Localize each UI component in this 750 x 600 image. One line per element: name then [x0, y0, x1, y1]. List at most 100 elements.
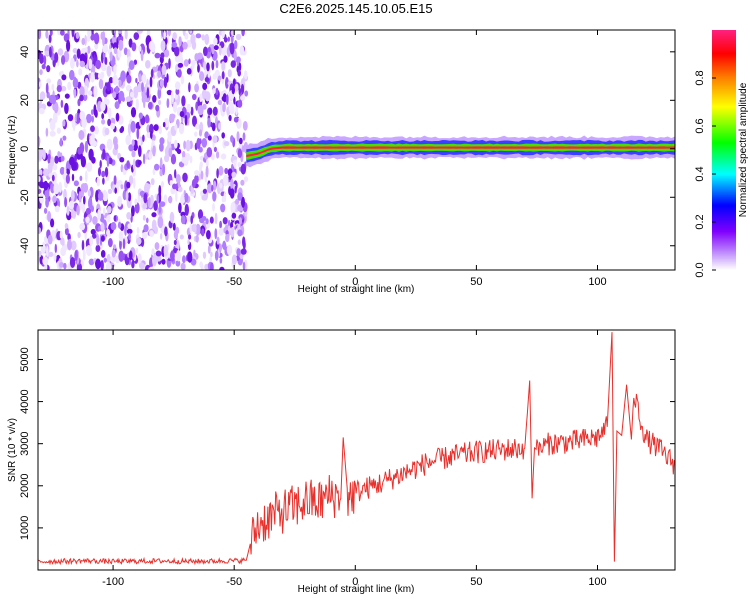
noise-speck: [64, 102, 69, 115]
noise-speck: [228, 173, 233, 181]
noise-speck: [228, 114, 232, 122]
noise-speck: [84, 170, 88, 183]
noise-speck: [190, 106, 194, 116]
noise-speck: [64, 223, 69, 229]
noise-speck: [170, 250, 175, 262]
noise-speck: [235, 105, 239, 115]
noise-speck: [178, 186, 183, 193]
noise-speck: [80, 156, 86, 168]
noise-speck: [169, 211, 175, 223]
noise-speck: [106, 81, 111, 92]
noise-speck: [76, 48, 81, 59]
noise-speck: [133, 59, 138, 65]
noise-speck: [106, 215, 111, 223]
noise-speck: [100, 235, 105, 242]
noise-speck: [240, 83, 245, 95]
noise-speck: [82, 248, 86, 261]
noise-speck: [175, 226, 180, 235]
noise-speck: [66, 39, 71, 52]
noise-speck: [139, 190, 146, 197]
y-tick-label: 5000: [19, 347, 31, 371]
noise-speck: [45, 82, 49, 94]
noise-speck: [118, 79, 122, 88]
noise-speck: [49, 119, 56, 131]
noise-speck: [106, 155, 110, 167]
noise-speck: [128, 38, 133, 48]
noise-speck: [198, 172, 202, 181]
noise-speck: [197, 105, 204, 116]
noise-speck: [104, 127, 110, 136]
noise-speck: [182, 30, 186, 36]
noise-speck: [128, 175, 134, 185]
noise-speck: [118, 231, 124, 242]
noise-speck: [202, 103, 207, 110]
noise-speck: [202, 251, 207, 259]
noise-speck: [112, 74, 118, 86]
noise-speck: [213, 37, 218, 46]
noise-speck: [126, 181, 131, 189]
noise-speck: [219, 182, 223, 189]
noise-speck: [168, 196, 173, 204]
noise-speck: [131, 139, 135, 147]
noise-speck: [38, 188, 42, 194]
spectrogram-frame: [37, 29, 676, 271]
noise-speck: [67, 81, 72, 91]
noise-speck: [63, 166, 67, 177]
noise-speck: [159, 137, 165, 145]
noise-speck: [166, 98, 170, 109]
noise-speck: [185, 139, 191, 152]
noise-speck: [40, 243, 46, 254]
noise-speck: [242, 121, 248, 131]
noise-speck: [63, 33, 70, 42]
noise-speck: [166, 36, 170, 45]
noise-speck: [129, 91, 135, 98]
spectrogram-x-label: Height of straight line (km): [298, 284, 415, 295]
noise-speck: [142, 134, 145, 142]
noise-speck: [211, 184, 214, 192]
colorbar-ticks: 0.0 0.2 0.4 0.6 0.8: [694, 70, 716, 278]
noise-speck: [113, 175, 117, 186]
noise-speck: [231, 254, 237, 266]
noise-speck: [134, 202, 140, 214]
noise-speck: [244, 90, 249, 97]
noise-speck: [111, 249, 116, 258]
noise-speck: [186, 68, 192, 75]
noise-speck: [113, 244, 117, 250]
noise-speck: [155, 250, 162, 257]
noise-speck: [72, 77, 79, 89]
noise-speck: [45, 198, 49, 208]
noise-speck: [206, 147, 213, 158]
noise-speck: [124, 224, 127, 236]
noise-speck: [58, 71, 64, 77]
noise-speck: [81, 116, 87, 129]
noise-speck: [175, 174, 181, 184]
noise-speck: [230, 35, 234, 43]
noise-speck: [240, 163, 246, 175]
noise-speck: [109, 51, 113, 61]
colorbar: 0.0 0.2 0.4 0.6 0.8 Normalized spectral ampl…: [694, 30, 749, 278]
noise-speck: [235, 33, 242, 41]
noise-speck: [169, 180, 173, 186]
noise-speck: [179, 234, 184, 240]
noise-speck: [230, 178, 234, 191]
noise-speck: [60, 30, 65, 36]
noise-speck: [226, 244, 233, 256]
noise-speck: [135, 98, 139, 111]
noise-speck: [187, 251, 193, 263]
noise-speck: [200, 263, 204, 270]
noise-speck: [118, 30, 123, 34]
noise-speck: [50, 218, 55, 228]
noise-speck: [219, 220, 223, 229]
noise-speck: [79, 86, 85, 97]
noise-speck: [156, 194, 160, 205]
noise-speck: [100, 260, 104, 270]
noise-speck: [194, 83, 200, 93]
noise-speck: [123, 47, 128, 56]
noise-speck: [129, 250, 133, 261]
noise-speck: [218, 45, 222, 56]
noise-speck: [39, 193, 45, 204]
ridge-core: [246, 146, 675, 158]
noise-speck: [74, 250, 78, 262]
noise-speck: [220, 153, 227, 160]
noise-speck: [77, 231, 81, 239]
